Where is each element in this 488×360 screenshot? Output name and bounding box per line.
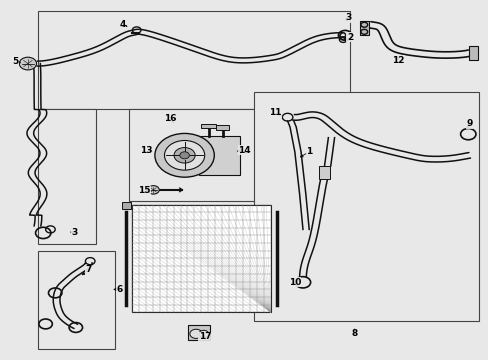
Bar xyxy=(188,325,209,340)
Bar xyxy=(201,123,215,128)
Circle shape xyxy=(155,134,214,177)
Text: 15: 15 xyxy=(137,186,150,195)
Text: 1: 1 xyxy=(305,147,312,156)
Bar xyxy=(39,11,349,109)
Bar xyxy=(122,202,131,209)
Text: 16: 16 xyxy=(163,114,176,123)
Text: 3: 3 xyxy=(71,228,77,238)
Bar xyxy=(39,109,96,243)
Bar xyxy=(468,46,477,60)
Bar xyxy=(129,109,258,201)
Text: 7: 7 xyxy=(85,265,92,274)
Text: 9: 9 xyxy=(466,119,472,128)
Bar xyxy=(359,21,368,35)
Bar xyxy=(39,251,115,349)
Text: 5: 5 xyxy=(12,57,19,66)
Text: 10: 10 xyxy=(288,278,301,287)
Circle shape xyxy=(180,152,189,159)
Circle shape xyxy=(19,57,37,70)
Text: 2: 2 xyxy=(346,33,352,42)
Circle shape xyxy=(199,330,208,337)
Bar xyxy=(319,166,329,179)
Bar xyxy=(199,136,239,175)
Circle shape xyxy=(164,140,204,170)
Text: 3: 3 xyxy=(345,13,351,22)
Circle shape xyxy=(174,148,195,163)
Circle shape xyxy=(189,329,202,338)
Text: 11: 11 xyxy=(269,108,281,117)
Bar xyxy=(215,125,229,130)
Circle shape xyxy=(147,186,159,194)
Text: 4: 4 xyxy=(119,20,125,29)
Text: 13: 13 xyxy=(140,145,152,154)
Text: 6: 6 xyxy=(117,285,123,294)
Text: 14: 14 xyxy=(238,145,250,154)
Text: 12: 12 xyxy=(391,55,403,64)
Bar xyxy=(254,92,478,321)
Text: 17: 17 xyxy=(199,333,211,342)
Text: 8: 8 xyxy=(351,329,357,338)
Bar xyxy=(132,205,270,312)
